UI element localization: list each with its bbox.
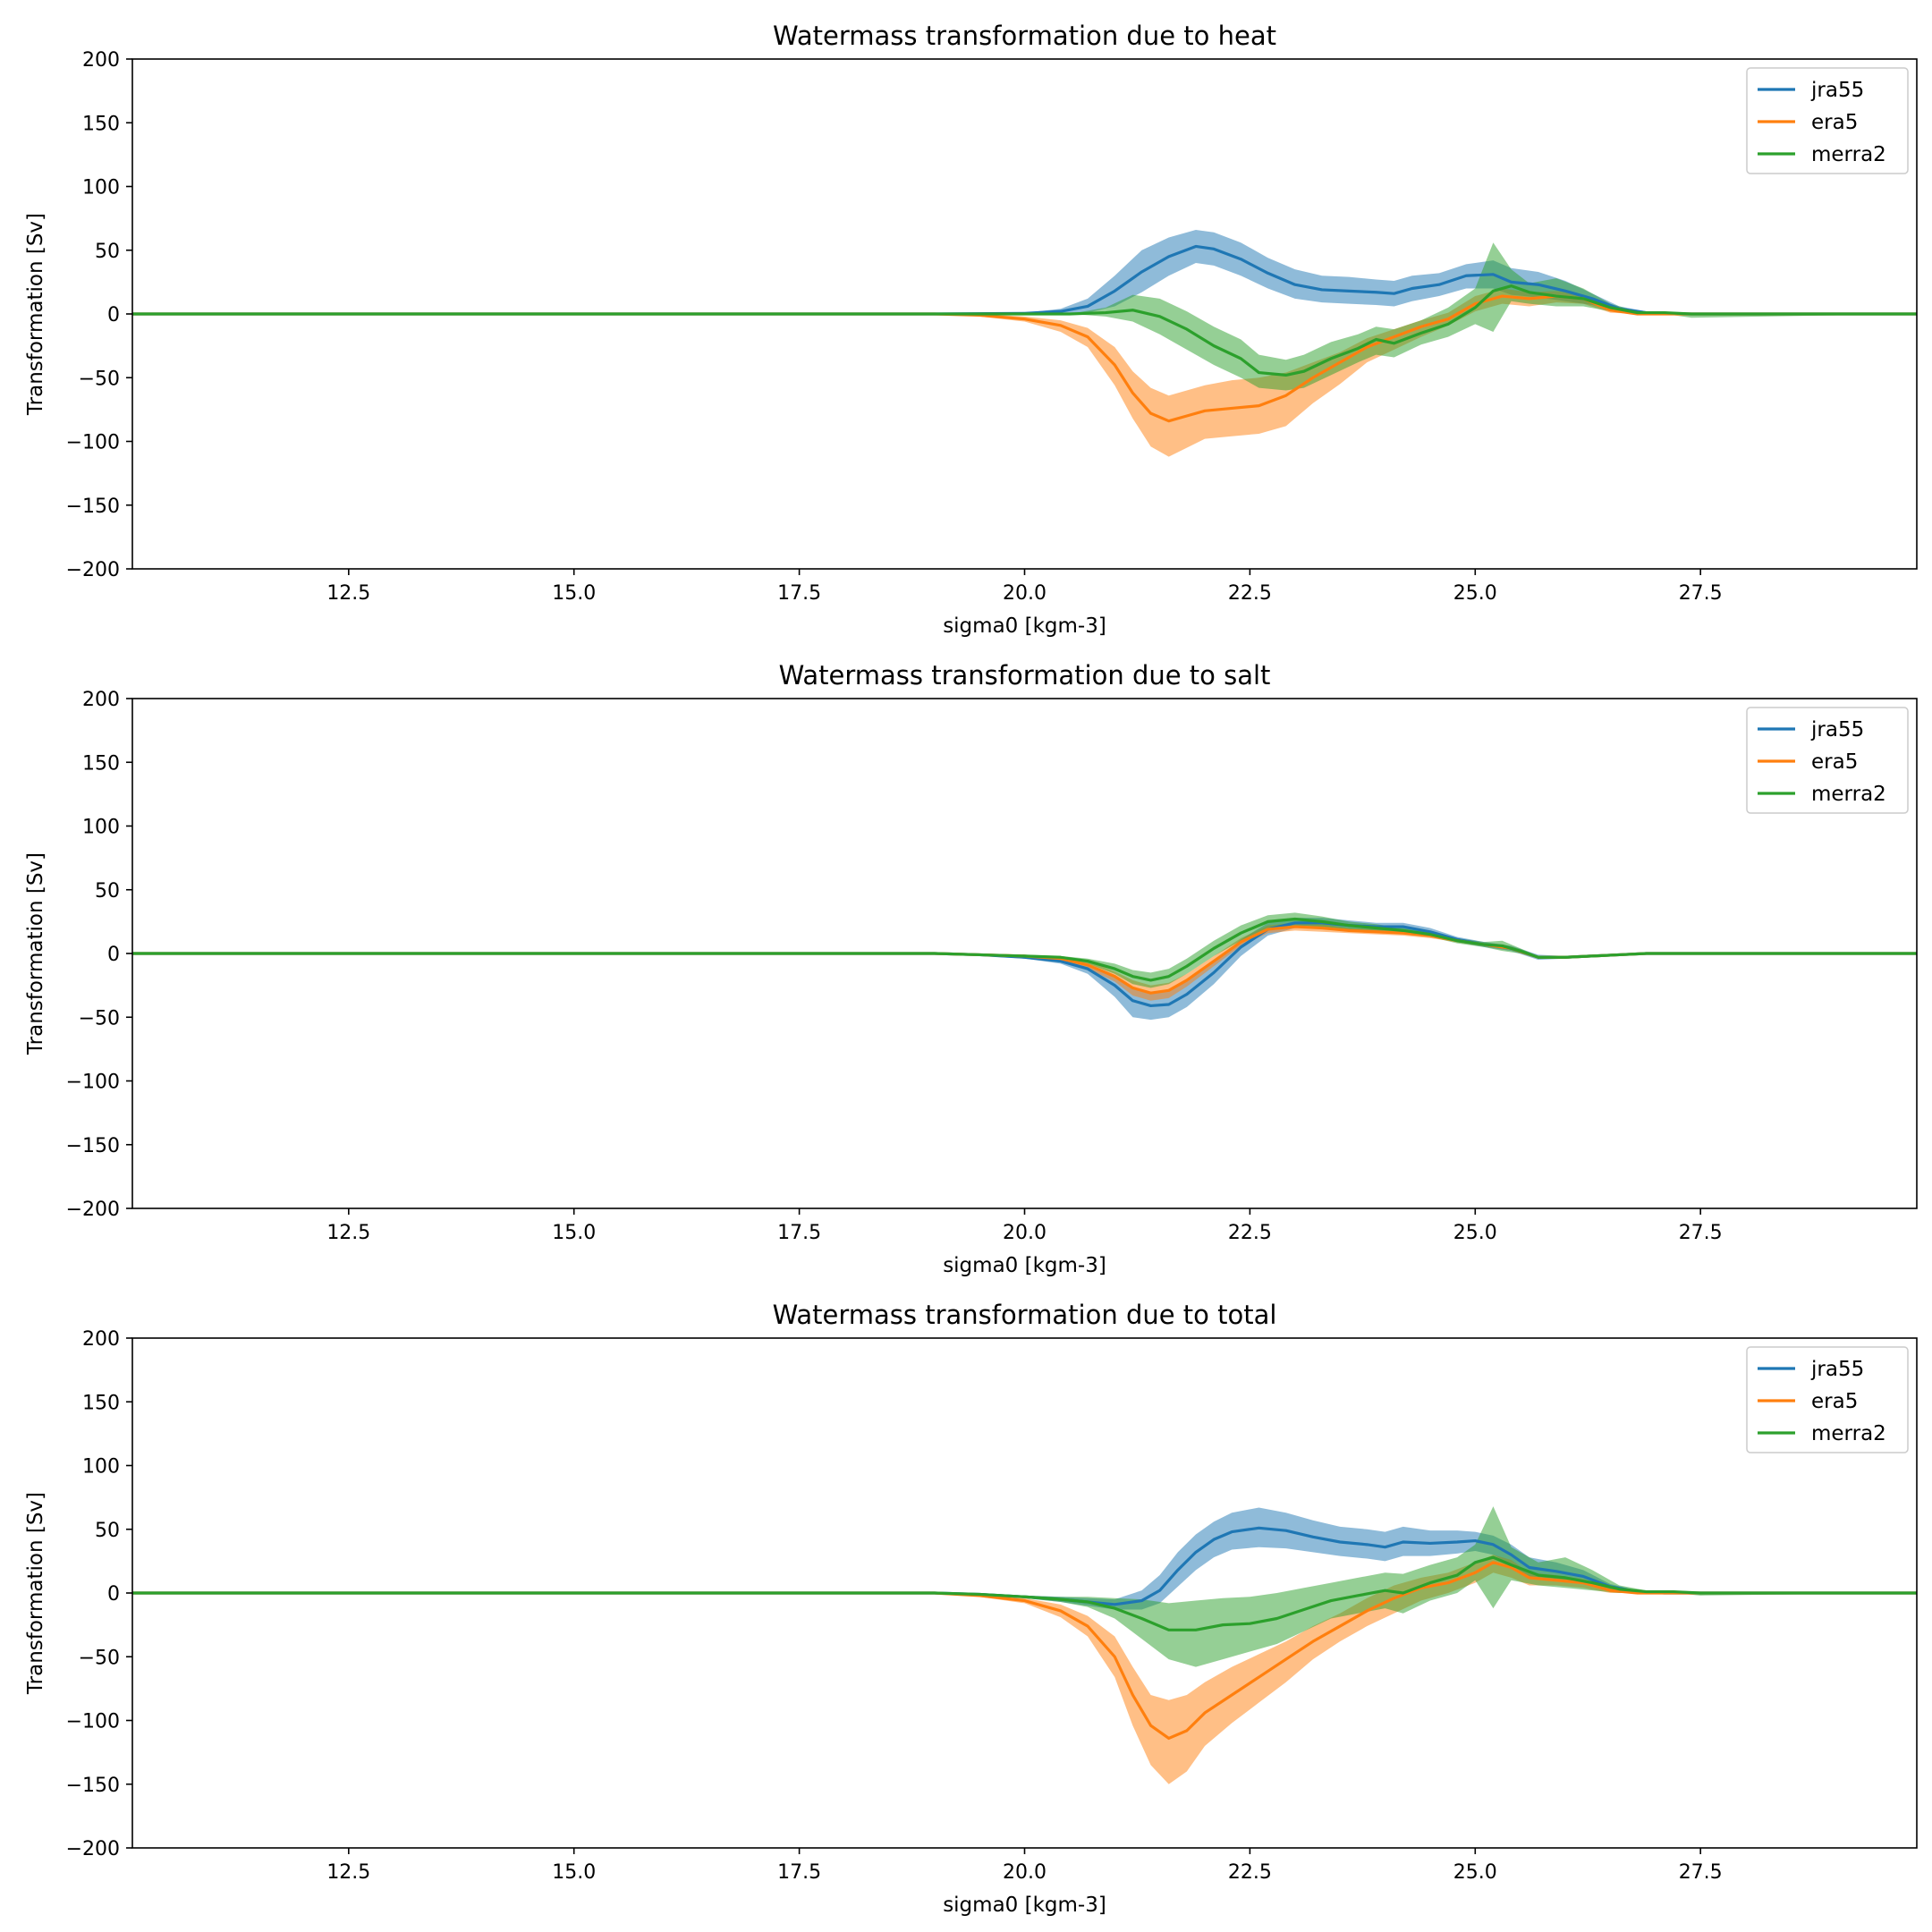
x-tick-label: 25.0 (1453, 1222, 1497, 1244)
panel-salt: Watermass transformation due to salt sig… (24, 660, 1918, 1277)
y-tick-label: 150 (82, 752, 120, 775)
band-jra55 (132, 918, 1917, 1021)
x-tick-label: 25.0 (1453, 1861, 1497, 1884)
legend-box (1746, 707, 1909, 814)
legend-entry-era5: era5 (1811, 111, 1858, 134)
legend-entry-merra2: merra2 (1811, 1422, 1886, 1445)
x-tick-label: 27.5 (1679, 582, 1723, 605)
series-line-era5 (132, 925, 1917, 995)
x-axis-label: sigma0 [kgm-3] (943, 1894, 1106, 1917)
panel-total: Watermass transformation due to total si… (24, 1300, 1918, 1917)
series-line-era5 (132, 294, 1917, 423)
y-tick-label: 100 (82, 1456, 120, 1479)
x-tick-label: 27.5 (1679, 1222, 1723, 1244)
panel-heat: Watermass transformation due to heat sig… (24, 21, 1918, 638)
y-tick-label: −50 (79, 1647, 120, 1669)
series-line-jra55 (132, 244, 1917, 316)
y-tick-label: −150 (66, 1775, 120, 1797)
x-axis-label: sigma0 [kgm-3] (943, 614, 1106, 638)
x-tick-label: 25.0 (1453, 582, 1497, 605)
legend: jra55 era5 merra2 (1746, 707, 1909, 814)
x-tick-label: 22.5 (1228, 1222, 1272, 1244)
band-era5 (132, 1555, 1917, 1784)
x-tick-label: 22.5 (1228, 1861, 1272, 1884)
y-tick-label: −200 (66, 559, 120, 581)
y-tick-label: 50 (95, 1520, 120, 1542)
plot-area (132, 912, 1917, 1021)
legend: jra55 era5 merra2 (1746, 67, 1909, 174)
series-line-merra2 (132, 1555, 1917, 1631)
legend: jra55 era5 merra2 (1746, 1346, 1909, 1453)
series-line-jra55 (132, 921, 1917, 1008)
y-tick-label: 0 (107, 304, 120, 326)
band-merra2 (132, 1506, 1917, 1667)
chart-title: Watermass transformation due to salt (779, 660, 1271, 691)
y-axis-label: Transformation [Sv] (24, 213, 47, 416)
y-tick-label: 100 (82, 817, 120, 839)
x-tick-label: 27.5 (1679, 1861, 1723, 1884)
legend-entry-jra55: jra55 (1810, 1358, 1864, 1381)
chart-title: Watermass transformation due to total (773, 1300, 1277, 1330)
y-tick-label: 200 (82, 689, 120, 711)
plot-area (132, 229, 1917, 457)
legend-box (1746, 1346, 1909, 1453)
x-axis-label: sigma0 [kgm-3] (943, 1254, 1106, 1277)
y-tick-label: −100 (66, 1072, 120, 1094)
y-tick-label: 0 (107, 944, 120, 966)
x-tick-label: 15.0 (552, 1861, 596, 1884)
x-tick-label: 22.5 (1228, 582, 1272, 605)
y-tick-label: −50 (79, 368, 120, 390)
legend-entry-era5: era5 (1811, 1390, 1858, 1413)
legend-entry-jra55: jra55 (1810, 718, 1864, 741)
y-tick-label: 100 (82, 177, 120, 199)
series-line-merra2 (132, 284, 1917, 377)
y-tick-label: 200 (82, 1328, 120, 1351)
legend-entry-merra2: merra2 (1811, 783, 1886, 806)
x-tick-label: 15.0 (552, 1222, 596, 1244)
band-jra55 (132, 229, 1917, 314)
y-tick-label: 200 (82, 49, 120, 72)
y-tick-label: −100 (66, 1711, 120, 1733)
series-line-merra2 (132, 917, 1917, 982)
x-tick-label: 17.5 (777, 1861, 821, 1884)
series-line-era5 (132, 1561, 1917, 1741)
x-tick-label: 12.5 (326, 582, 370, 605)
y-tick-label: −200 (66, 1838, 120, 1860)
y-tick-label: 50 (95, 880, 120, 902)
y-tick-label: −200 (66, 1199, 120, 1221)
x-tick-label: 17.5 (777, 1222, 821, 1244)
y-tick-label: −150 (66, 1135, 120, 1157)
x-tick-label: 20.0 (1003, 582, 1046, 605)
y-tick-label: 150 (82, 113, 120, 135)
y-axis-label: Transformation [Sv] (24, 852, 47, 1055)
x-tick-label: 20.0 (1003, 1222, 1046, 1244)
x-tick-label: 20.0 (1003, 1861, 1046, 1884)
y-tick-label: 150 (82, 1392, 120, 1414)
y-tick-label: −150 (66, 496, 120, 518)
y-tick-label: 0 (107, 1583, 120, 1606)
y-tick-label: 50 (95, 241, 120, 263)
band-era5 (132, 922, 1917, 1001)
band-merra2 (132, 912, 1917, 988)
plot-area (132, 1506, 1917, 1784)
legend-entry-era5: era5 (1811, 750, 1858, 774)
y-axis-label: Transformation [Sv] (24, 1492, 47, 1695)
legend-entry-merra2: merra2 (1811, 143, 1886, 166)
x-tick-label: 17.5 (777, 582, 821, 605)
y-tick-label: −100 (66, 432, 120, 454)
chart-title: Watermass transformation due to heat (773, 21, 1276, 51)
band-jra55 (132, 1507, 1917, 1610)
x-tick-label: 12.5 (326, 1222, 370, 1244)
x-tick-label: 15.0 (552, 582, 596, 605)
legend-entry-jra55: jra55 (1810, 79, 1864, 102)
legend-box (1746, 67, 1909, 174)
x-tick-label: 12.5 (326, 1861, 370, 1884)
y-tick-label: −50 (79, 1007, 120, 1030)
